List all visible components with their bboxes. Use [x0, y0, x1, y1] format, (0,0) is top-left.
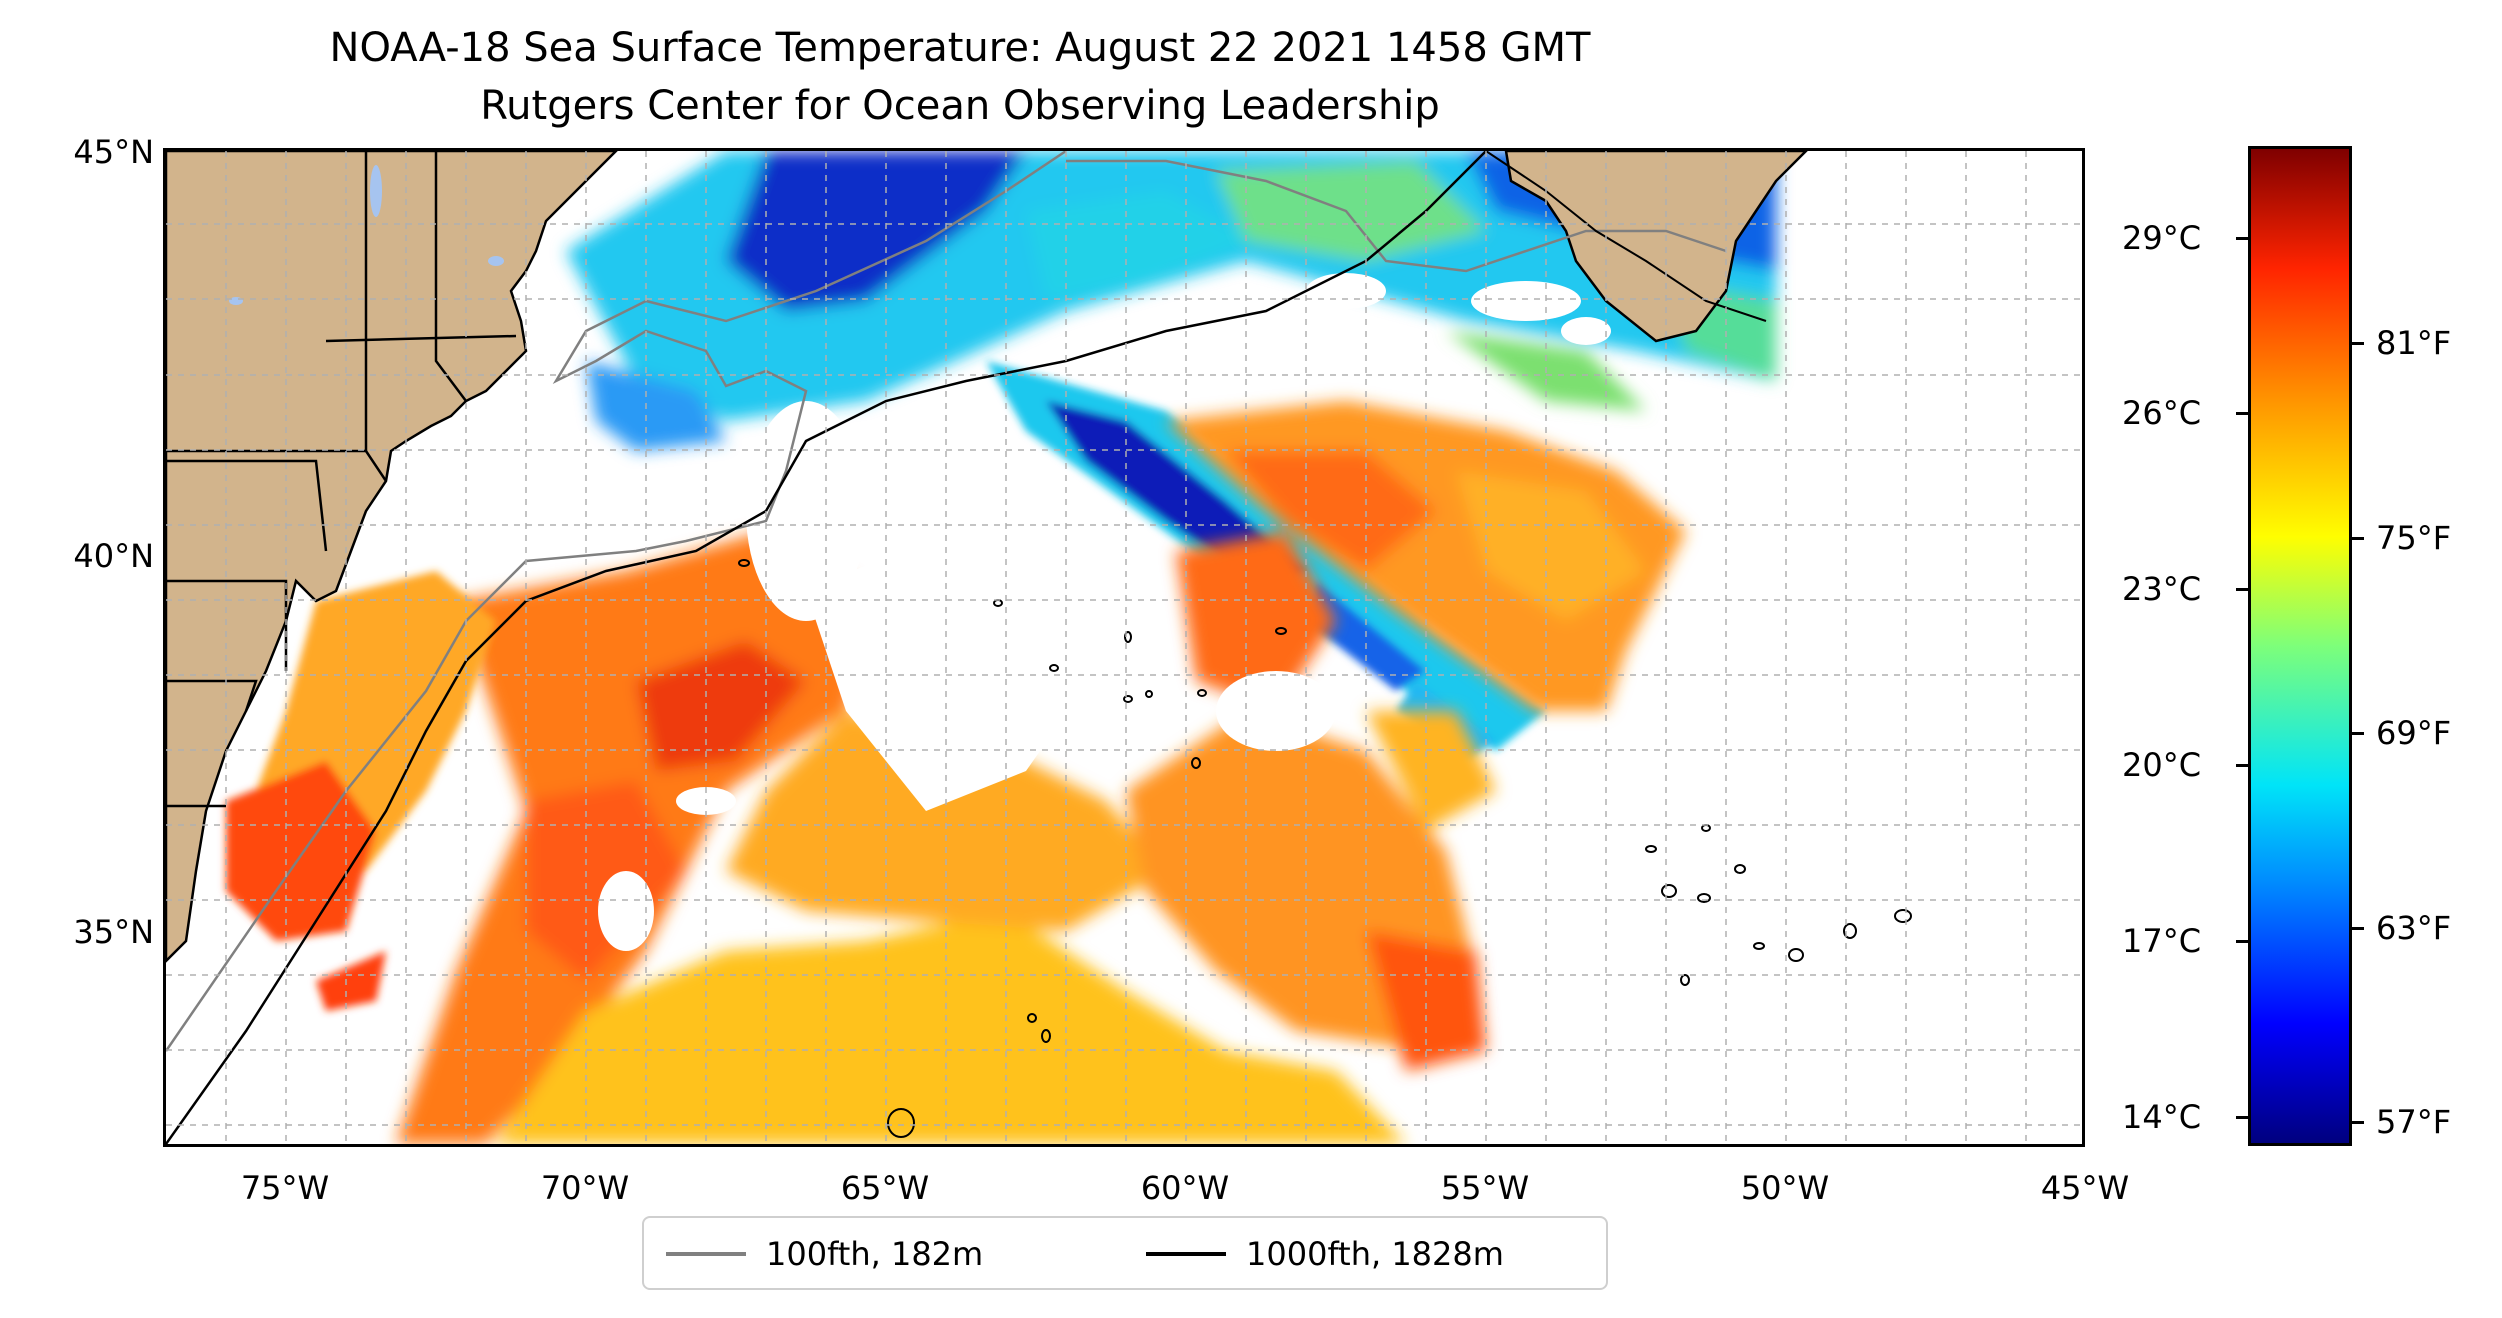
cb-tick-63f: [2352, 927, 2364, 930]
legend-swatch-100fth: [666, 1252, 746, 1256]
cb-label-23c: 23°C: [2122, 570, 2202, 608]
chart-title-line-1: NOAA-18 Sea Surface Temperature: August …: [329, 25, 1591, 71]
cb-tick-75f: [2352, 537, 2364, 540]
cb-tick-81f: [2352, 342, 2364, 345]
lat-label-35n: 35°N: [73, 913, 154, 951]
cb-label-26c: 26°C: [2122, 394, 2202, 432]
lon-label-50w: 50°W: [1740, 1169, 1830, 1207]
cb-label-14c: 14°C: [2122, 1098, 2202, 1136]
legend-label-100fth: 100fth, 182m: [766, 1235, 984, 1273]
sst-map-canvas: [166, 151, 2082, 1144]
lon-label-75w: 75°W: [240, 1169, 330, 1207]
inland-lakes: [229, 165, 504, 305]
cb-label-20c: 20°C: [2122, 746, 2202, 784]
lon-label-45w: 45°W: [2040, 1169, 2130, 1207]
legend-swatch-1000fth: [1146, 1252, 1226, 1256]
cb-tick-26c: [2236, 412, 2248, 415]
cb-label-29c: 29°C: [2122, 219, 2202, 257]
legend-item-1000fth: 1000fth, 1828m: [1146, 1232, 1504, 1276]
chart-title-line-2: Rutgers Center for Ocean Observing Leade…: [480, 83, 1440, 129]
isobath-1000fth: [166, 151, 1767, 1144]
sst-map[interactable]: [163, 148, 2085, 1147]
sst-shelf-waters: [226, 571, 496, 1011]
cb-label-63f: 63°F: [2376, 909, 2452, 947]
cb-label-57f: 57°F: [2376, 1103, 2452, 1141]
cb-tick-14c: [2236, 1116, 2248, 1119]
islands-and-seamounts: [738, 559, 1912, 1138]
cb-label-81f: 81°F: [2376, 324, 2452, 362]
sst-warm-region: [396, 401, 1686, 1144]
graticule: [166, 151, 2082, 1144]
cb-tick-23c: [2236, 588, 2248, 591]
lon-label-55w: 55°W: [1440, 1169, 1530, 1207]
cb-label-75f: 75°F: [2376, 519, 2452, 557]
cb-tick-57f: [2352, 1121, 2364, 1124]
temperature-colorbar: [2248, 146, 2352, 1146]
cb-tick-17c: [2236, 940, 2248, 943]
cb-tick-29c: [2236, 237, 2248, 240]
lat-label-40n: 40°N: [73, 537, 154, 575]
legend-label-1000fth: 1000fth, 1828m: [1246, 1235, 1504, 1273]
lon-label-60w: 60°W: [1140, 1169, 1230, 1207]
cb-label-69f: 69°F: [2376, 714, 2452, 752]
lon-label-70w: 70°W: [540, 1169, 630, 1207]
cb-tick-20c: [2236, 764, 2248, 767]
legend-item-100fth: 100fth, 182m: [666, 1232, 983, 1276]
cb-label-17c: 17°C: [2122, 922, 2202, 960]
lat-label-45n: 45°N: [73, 133, 154, 171]
cb-tick-69f: [2352, 732, 2364, 735]
isobath-100fth: [166, 151, 1727, 1052]
isobath-legend: 100fth, 182m 1000fth, 1828m: [642, 1216, 1608, 1290]
lon-label-65w: 65°W: [840, 1169, 930, 1207]
state-borders: [166, 151, 517, 808]
